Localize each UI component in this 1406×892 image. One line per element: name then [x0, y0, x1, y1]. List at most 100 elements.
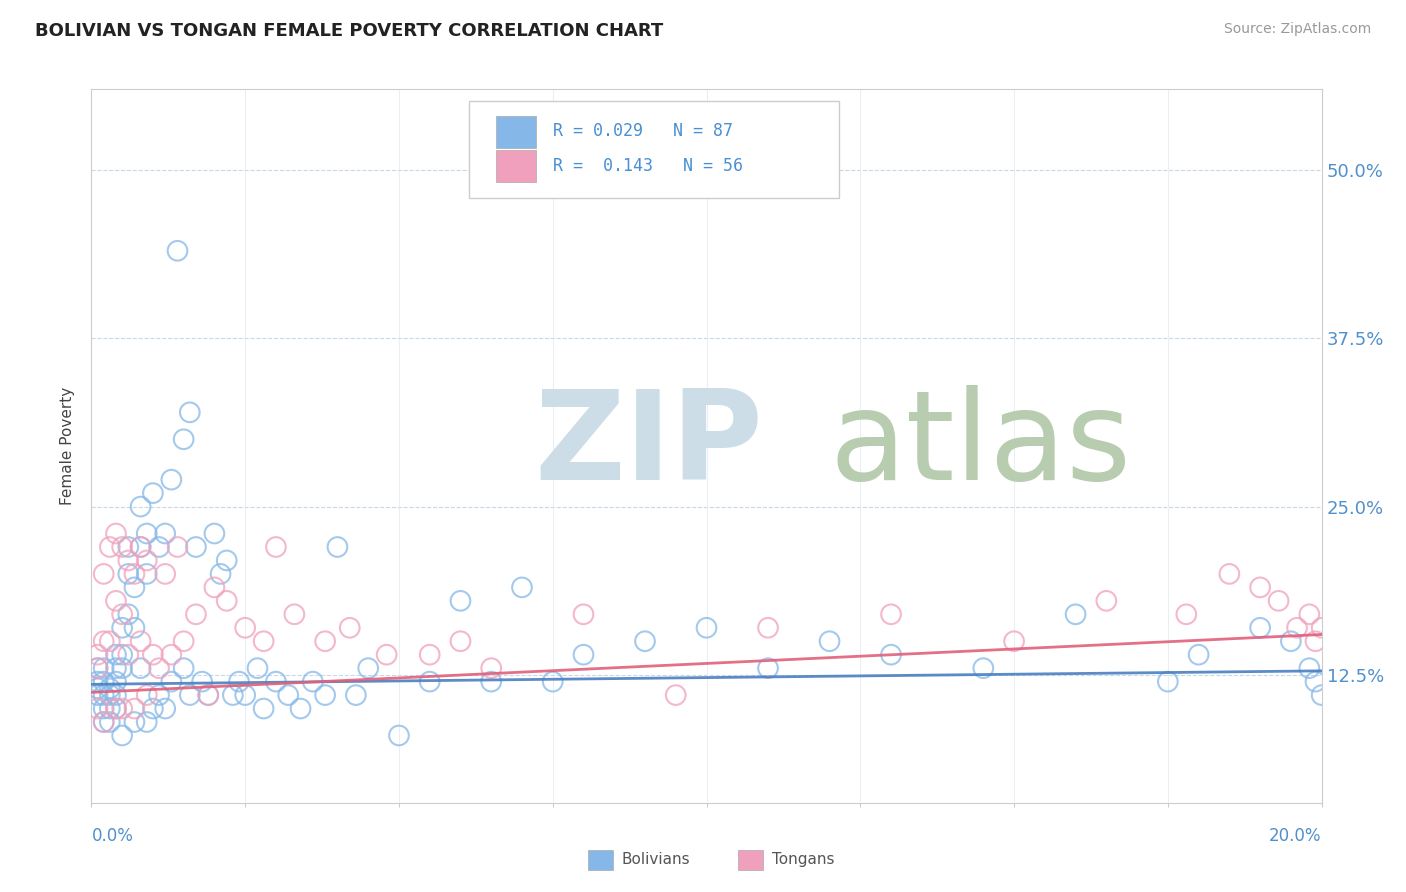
Point: [124, 566, 146, 581]
Point: [105, 688, 127, 702]
Text: R = 0.029   N = 87: R = 0.029 N = 87: [553, 121, 733, 139]
Point: [124, 621, 146, 635]
Point: [326, 540, 349, 554]
Point: [1249, 621, 1271, 635]
Point: [197, 688, 219, 702]
Point: [215, 553, 238, 567]
Point: [105, 594, 127, 608]
Text: Tongans: Tongans: [772, 853, 834, 867]
Point: [253, 701, 276, 715]
Point: [124, 701, 146, 715]
Point: [1267, 594, 1289, 608]
Point: [283, 607, 305, 622]
Point: [148, 688, 170, 702]
Point: [117, 566, 139, 581]
Point: [246, 661, 269, 675]
Point: [179, 405, 201, 419]
Point: [375, 648, 398, 662]
Point: [253, 634, 276, 648]
Point: [111, 648, 134, 662]
Point: [98, 540, 121, 554]
Point: [135, 566, 157, 581]
Point: [142, 701, 165, 715]
Point: [129, 540, 152, 554]
Point: [124, 714, 146, 729]
Point: [301, 674, 323, 689]
Point: [209, 566, 232, 581]
Point: [1298, 607, 1320, 622]
Point: [1095, 594, 1118, 608]
Point: [233, 688, 256, 702]
Point: [129, 661, 152, 675]
Point: [972, 661, 994, 675]
Point: [105, 648, 127, 662]
Point: [1310, 621, 1333, 635]
Point: [1279, 634, 1302, 648]
Text: ZIP: ZIP: [534, 385, 763, 507]
Point: [665, 688, 688, 702]
Point: [93, 701, 115, 715]
Point: [105, 701, 127, 715]
Point: [98, 701, 121, 715]
Point: [202, 526, 225, 541]
Point: [93, 661, 115, 675]
Point: [314, 634, 336, 648]
Point: [166, 244, 188, 258]
Point: [1002, 634, 1025, 648]
Point: [314, 688, 336, 702]
Point: [86, 674, 108, 689]
Point: [1175, 607, 1198, 622]
Point: [160, 674, 183, 689]
Point: [264, 674, 287, 689]
Point: [105, 701, 127, 715]
Point: [93, 714, 115, 729]
Point: [135, 553, 157, 567]
Text: 20.0%: 20.0%: [1270, 827, 1322, 845]
Point: [1298, 661, 1320, 675]
Point: [117, 553, 139, 567]
Point: [124, 580, 146, 594]
Point: [880, 648, 903, 662]
Point: [541, 674, 564, 689]
Point: [184, 607, 207, 622]
Point: [880, 607, 903, 622]
Bar: [588, 850, 613, 870]
Point: [419, 648, 441, 662]
Point: [277, 688, 299, 702]
Point: [93, 634, 115, 648]
Point: [93, 674, 115, 689]
Bar: [496, 150, 536, 182]
Point: [419, 674, 441, 689]
Point: [105, 661, 127, 675]
Bar: [496, 116, 536, 148]
Point: [173, 661, 195, 675]
Point: [129, 500, 152, 514]
Point: [111, 661, 134, 675]
Point: [153, 526, 177, 541]
Point: [1218, 566, 1240, 581]
Point: [1157, 674, 1180, 689]
Point: [160, 473, 183, 487]
Point: [572, 648, 595, 662]
Point: [479, 674, 502, 689]
Point: [117, 540, 139, 554]
Point: [290, 701, 312, 715]
Point: [572, 607, 595, 622]
Point: [148, 540, 170, 554]
Point: [86, 648, 108, 662]
Point: [117, 607, 139, 622]
Point: [191, 674, 214, 689]
Point: [510, 580, 533, 594]
Point: [98, 681, 121, 696]
Point: [86, 688, 108, 702]
Point: [142, 648, 165, 662]
Point: [98, 634, 121, 648]
Point: [264, 540, 287, 554]
Point: [135, 714, 157, 729]
Text: Source: ZipAtlas.com: Source: ZipAtlas.com: [1223, 22, 1371, 37]
Point: [111, 729, 134, 743]
Text: atlas: atlas: [830, 385, 1132, 507]
Point: [129, 634, 152, 648]
Point: [634, 634, 657, 648]
Point: [1305, 674, 1327, 689]
